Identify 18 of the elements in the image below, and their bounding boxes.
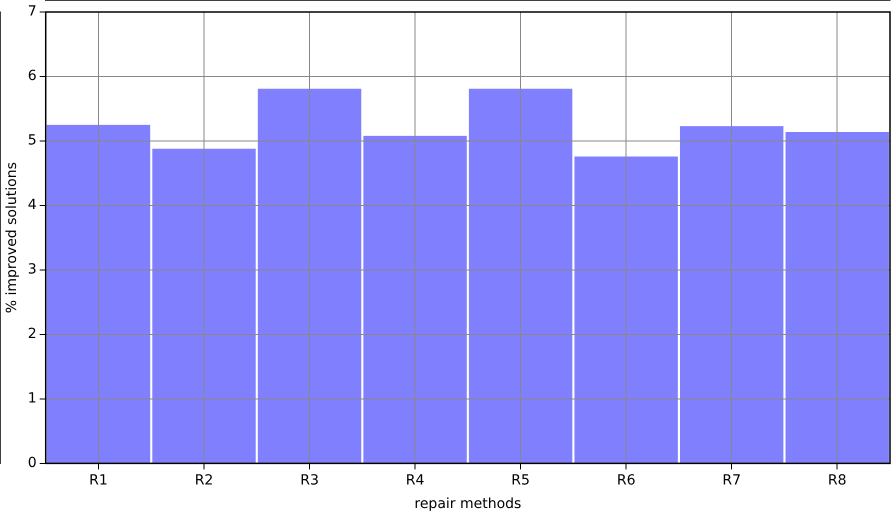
y-tick-label: 7 [28,4,37,20]
x-tick-label: R8 [828,472,847,488]
x-tick-label: R7 [722,472,742,488]
x-tick-label: R4 [406,472,424,488]
x-tick-label: R3 [300,472,319,488]
y-axis-title: % improved solutions [4,162,20,314]
y-tick-label: 3 [28,262,37,278]
y-tick-label: 6 [28,68,37,84]
x-tick-label: R6 [616,472,636,488]
x-tick-label: R5 [511,472,530,488]
y-tick-label: 5 [28,132,37,149]
x-axis-title: repair methods [414,496,522,512]
y-tick-label: 2 [28,326,37,342]
y-tick-label: 4 [28,197,37,214]
y-tick-label: 1 [28,390,37,407]
y-tick-label: 0 [28,455,37,472]
x-tick-label: R2 [194,472,214,488]
x-tick-label: R1 [89,472,108,488]
